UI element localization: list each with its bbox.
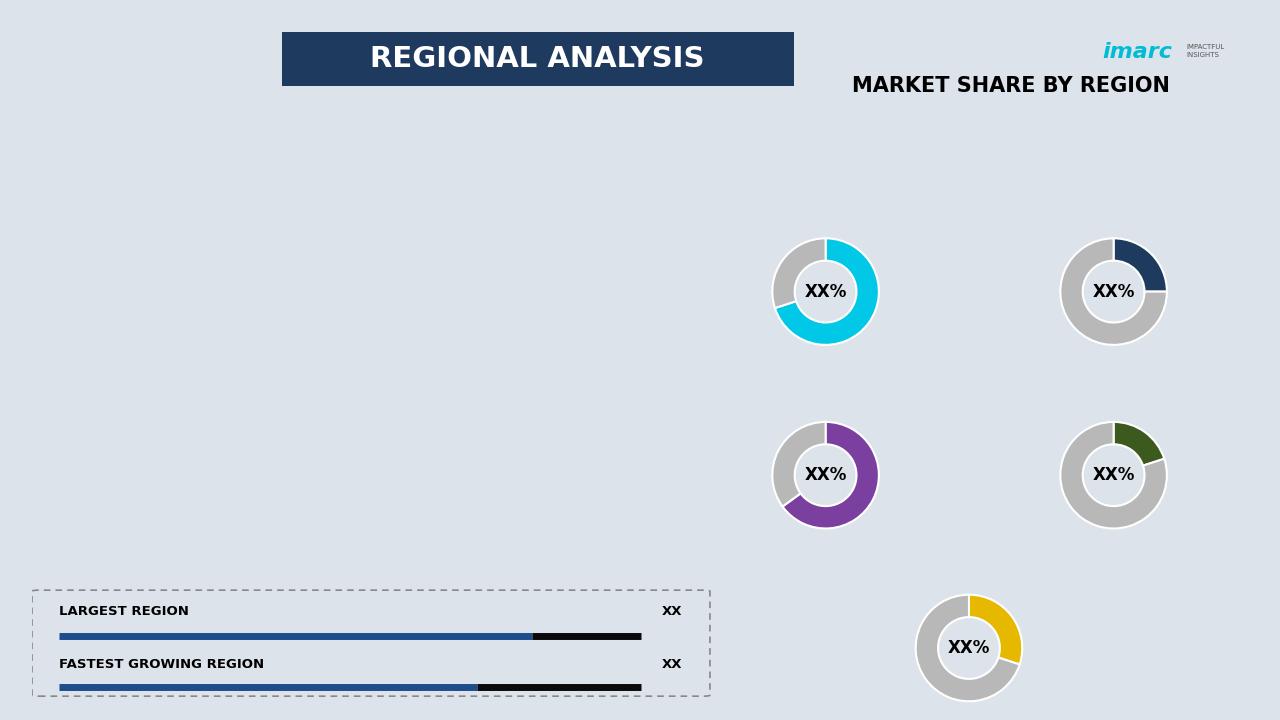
Text: XX: XX (662, 658, 682, 672)
Text: LARGEST REGION: LARGEST REGION (59, 605, 189, 618)
Text: XX%: XX% (1092, 467, 1135, 484)
Text: FASTEST GROWING REGION: FASTEST GROWING REGION (59, 658, 265, 672)
Wedge shape (1114, 422, 1165, 466)
Wedge shape (782, 422, 879, 528)
Wedge shape (772, 238, 826, 308)
Text: XX%: XX% (947, 639, 991, 657)
Text: XX: XX (662, 605, 682, 618)
Text: IMPACTFUL
INSIGHTS: IMPACTFUL INSIGHTS (1187, 44, 1225, 58)
Text: imarc: imarc (1102, 42, 1172, 62)
Text: XX%: XX% (1092, 282, 1135, 301)
Wedge shape (1060, 422, 1167, 528)
Text: XX%: XX% (804, 282, 847, 301)
Wedge shape (1060, 238, 1167, 345)
Text: XX%: XX% (804, 467, 847, 484)
Wedge shape (774, 238, 879, 345)
Text: MARKET SHARE BY REGION: MARKET SHARE BY REGION (852, 76, 1170, 96)
Wedge shape (772, 422, 826, 506)
Text: REGIONAL ANALYSIS: REGIONAL ANALYSIS (370, 45, 705, 73)
FancyBboxPatch shape (32, 590, 710, 696)
Wedge shape (969, 595, 1023, 665)
Wedge shape (1114, 238, 1167, 292)
Wedge shape (915, 595, 1020, 701)
